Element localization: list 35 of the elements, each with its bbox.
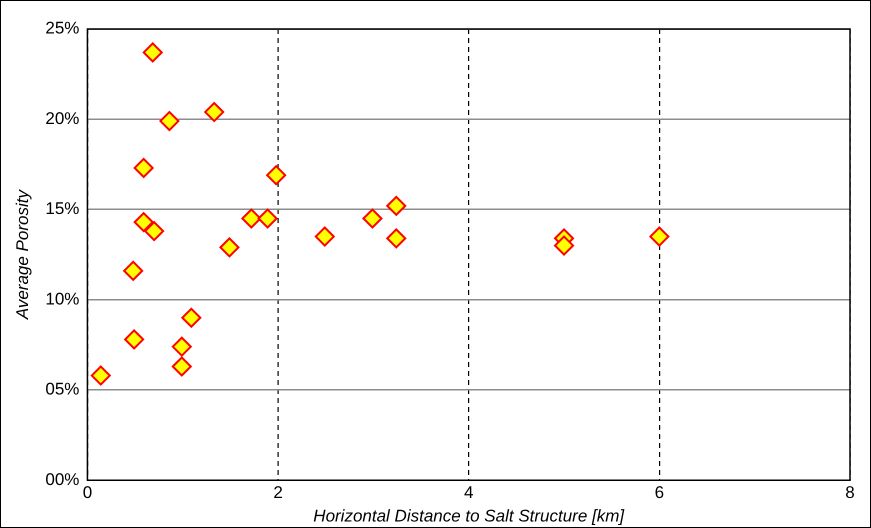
point [181,308,202,328]
x-tick-label: 8 [845,483,855,502]
point [649,226,670,247]
x-tick-label: 6 [654,483,664,502]
point [266,165,286,186]
point [204,102,224,122]
point [142,42,163,62]
y-tick-label: 15% [45,199,80,218]
y-tick-label: 00% [45,470,80,489]
point [172,336,192,357]
point [124,329,144,350]
point [258,208,278,229]
point [241,208,262,229]
x-tick-label: 0 [82,483,92,502]
y-axis-title: Average Porosity [12,188,32,320]
point [172,356,192,376]
y-tick-label: 25% [45,18,80,38]
point [134,212,154,232]
point [144,221,164,242]
point [386,228,406,248]
x-tick-label: 4 [464,483,474,502]
x-axis-title: Horizontal Distance to Salt Structure [km] [313,506,626,526]
point [386,196,406,216]
point [123,260,144,281]
y-tick-label: 10% [45,289,80,308]
y-tick-label: 05% [45,380,80,399]
x-tick-label: 2 [273,483,283,502]
point [90,366,111,386]
point [134,158,154,178]
point [362,208,382,229]
point [219,237,240,258]
y-tick-label: 20% [45,108,80,128]
point [159,111,180,132]
point [314,226,335,247]
point [554,236,574,256]
